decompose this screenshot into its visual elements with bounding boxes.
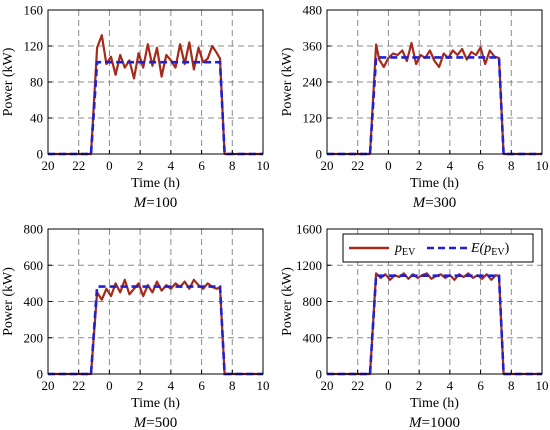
y-tick-label: 160: [24, 3, 44, 18]
x-tick-label: 22: [351, 158, 364, 173]
series-line-p_ev: [327, 272, 542, 376]
x-tick-label: 6: [198, 158, 205, 173]
panel-subtitle: M=1000: [408, 415, 460, 430]
panel-subtitle: M=100: [133, 195, 177, 211]
chart-panel-3: 20 22 0 2 4 6 8 10 0 200 400 600 800 Power (kW) Time (…: [1, 222, 270, 430]
y-tick-label: 1200: [296, 258, 322, 273]
y-tick-label: 0: [37, 147, 44, 162]
legend-label-e-p-ev: E(pEV): [470, 241, 510, 258]
y-tick-label: 0: [37, 367, 44, 382]
x-tick-label: 2: [416, 158, 423, 173]
y-tick-label: 120: [24, 39, 44, 54]
x-axis-label: Time (h): [131, 396, 180, 411]
y-tick-label: 0: [316, 367, 323, 382]
x-tick-label: 8: [229, 158, 236, 173]
y-tick-label: 600: [24, 258, 44, 273]
x-tick-label: 6: [198, 378, 205, 393]
x-tick-label: 2: [137, 378, 144, 393]
legend: pEV E(pEV): [342, 233, 534, 263]
x-tick-label: 0: [106, 378, 113, 393]
x-tick-label: 22: [72, 158, 85, 173]
x-tick-label: 20: [42, 378, 55, 393]
x-tick-label: 8: [508, 158, 515, 173]
x-tick-label: 10: [257, 378, 270, 393]
y-axis-label: Power (kW): [1, 267, 16, 336]
panel-subtitle: M=500: [133, 415, 177, 430]
x-tick-label: 4: [447, 378, 454, 393]
x-tick-label: 6: [477, 378, 484, 393]
x-tick-label: 4: [168, 158, 175, 173]
x-tick-label: 20: [321, 158, 334, 173]
y-axis-label: Power (kW): [280, 47, 295, 116]
x-tick-label: 8: [508, 378, 515, 393]
x-tick-label: 6: [477, 158, 484, 173]
y-tick-label: 400: [24, 294, 44, 309]
y-axis-label: Power (kW): [1, 47, 16, 116]
x-tick-label: 4: [168, 378, 175, 393]
x-tick-label: 22: [72, 378, 85, 393]
chart-panel-1: 20 22 0 2 4 6 8 10 0 40 80 120 160 Power (kW) Time (h)…: [1, 3, 270, 212]
y-tick-label: 120: [303, 111, 323, 126]
series-line-p_ev: [48, 34, 263, 156]
panel-subtitle: M=300: [412, 195, 456, 211]
x-tick-label: 0: [385, 158, 392, 173]
x-tick-label: 20: [321, 378, 334, 393]
x-tick-label: 0: [106, 158, 113, 173]
x-tick-label: 20: [42, 158, 55, 173]
y-tick-label: 800: [303, 294, 323, 309]
y-tick-label: 80: [30, 75, 43, 90]
y-tick-label: 240: [303, 75, 323, 90]
y-tick-label: 360: [303, 39, 323, 54]
series-line-p_ev: [327, 41, 542, 156]
chart-panel-2: 20 22 0 2 4 6 8 10 0 120 240 360 480 Power (kW) Time (…: [280, 3, 549, 212]
y-tick-label: 0: [316, 147, 323, 162]
x-tick-label: 2: [416, 378, 423, 393]
legend-label-p-ev: pEV: [394, 241, 416, 258]
x-tick-label: 8: [229, 378, 236, 393]
x-tick-label: 0: [385, 378, 392, 393]
y-tick-label: 800: [24, 222, 44, 237]
x-axis-label: Time (h): [410, 176, 459, 191]
y-tick-label: 400: [303, 330, 323, 345]
y-tick-label: 1600: [296, 222, 322, 237]
x-tick-label: 10: [536, 158, 549, 173]
y-axis-label: Power (kW): [280, 267, 295, 336]
y-tick-label: 40: [30, 111, 43, 126]
chart-panel-4: 20 22 0 2 4 6 8 10 0 400 800 1200 1600 Power (kW) Time…: [280, 222, 549, 430]
x-axis-label: Time (h): [410, 396, 459, 411]
x-tick-label: 10: [257, 158, 270, 173]
x-tick-label: 22: [351, 378, 364, 393]
y-tick-label: 200: [24, 330, 44, 345]
x-tick-label: 2: [137, 158, 144, 173]
x-tick-label: 4: [447, 158, 454, 173]
y-tick-label: 480: [303, 3, 323, 18]
x-tick-label: 10: [536, 378, 549, 393]
x-axis-label: Time (h): [131, 176, 180, 191]
